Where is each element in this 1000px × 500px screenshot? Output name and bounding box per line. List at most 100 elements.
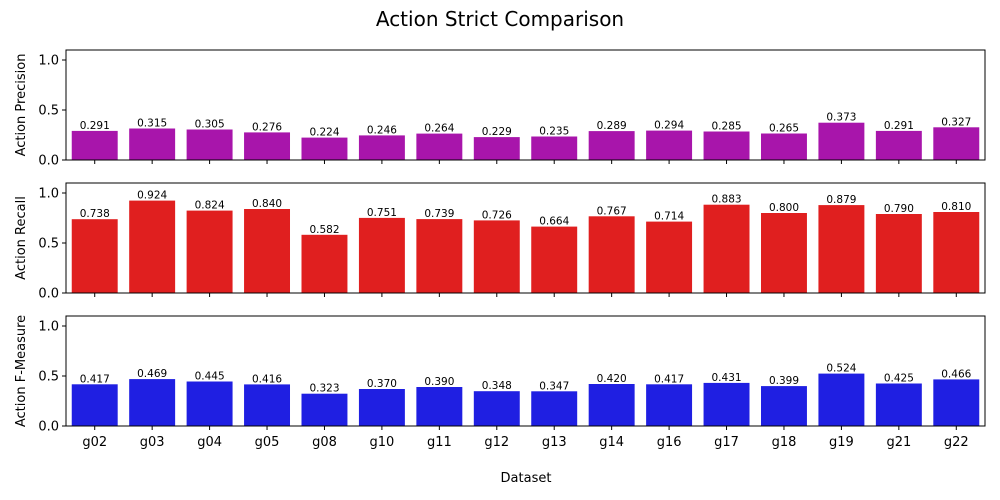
data-label: 0.323 bbox=[309, 383, 339, 395]
x-tick-label: g14 bbox=[599, 435, 624, 450]
bar bbox=[933, 379, 980, 426]
data-label: 0.347 bbox=[539, 380, 569, 392]
data-label: 0.840 bbox=[252, 198, 282, 210]
data-label: 0.800 bbox=[769, 202, 799, 214]
data-label: 0.767 bbox=[597, 205, 627, 217]
data-label: 0.738 bbox=[80, 208, 110, 220]
x-axis-label: Dataset bbox=[501, 471, 552, 486]
x-tick-label: g21 bbox=[886, 435, 911, 450]
panel-1: 0.291 0.315 0.305 0.276 0.224 0.246 0.264 0.229… bbox=[14, 49, 986, 169]
data-label: 0.469 bbox=[137, 368, 167, 380]
x-tick-label: g13 bbox=[542, 435, 567, 450]
data-label: 0.664 bbox=[539, 216, 569, 228]
data-label: 0.714 bbox=[654, 211, 684, 223]
bar bbox=[933, 212, 980, 293]
bar bbox=[244, 384, 291, 426]
data-label: 0.373 bbox=[826, 112, 856, 124]
x-tick-label: g11 bbox=[427, 435, 452, 450]
bar bbox=[875, 383, 922, 426]
y-tick-label: 0.0 bbox=[38, 287, 59, 302]
data-label: 0.445 bbox=[195, 371, 225, 383]
bar bbox=[71, 130, 118, 160]
data-label: 0.417 bbox=[80, 373, 110, 385]
bar bbox=[129, 128, 176, 160]
data-label: 0.810 bbox=[941, 201, 971, 213]
data-label: 0.276 bbox=[252, 121, 282, 133]
data-label: 0.879 bbox=[826, 194, 856, 206]
y-axis-label: Action F-Measure bbox=[14, 315, 29, 427]
x-tick-label: g04 bbox=[197, 435, 222, 450]
bar bbox=[129, 379, 176, 426]
bar bbox=[244, 132, 291, 160]
chart-title: Action Strict Comparison bbox=[376, 7, 624, 31]
data-label: 0.582 bbox=[309, 224, 339, 236]
x-tick-label: g16 bbox=[657, 435, 682, 450]
data-label: 0.739 bbox=[424, 208, 454, 220]
y-tick-label: 0.5 bbox=[38, 104, 59, 119]
bar bbox=[301, 137, 348, 160]
data-label: 0.399 bbox=[769, 375, 799, 387]
data-label: 0.294 bbox=[654, 120, 684, 132]
data-label: 0.348 bbox=[482, 380, 512, 392]
x-tick-label: g02 bbox=[82, 435, 107, 450]
data-label: 0.883 bbox=[712, 194, 742, 206]
bar bbox=[301, 393, 348, 426]
data-label: 0.235 bbox=[539, 126, 569, 138]
axes-frame bbox=[65, 315, 986, 427]
bar bbox=[358, 389, 405, 426]
data-label: 0.229 bbox=[482, 126, 512, 138]
data-label: 0.790 bbox=[884, 203, 914, 215]
bar bbox=[646, 384, 693, 426]
data-label: 0.224 bbox=[309, 127, 339, 139]
data-label: 0.246 bbox=[367, 124, 397, 136]
data-label: 0.289 bbox=[597, 120, 627, 132]
bar bbox=[244, 209, 291, 293]
bar bbox=[473, 391, 520, 426]
bar bbox=[531, 136, 578, 160]
y-tick-label: 0.0 bbox=[38, 420, 59, 435]
data-label: 0.291 bbox=[80, 120, 110, 132]
y-tick-label: 1.0 bbox=[38, 54, 59, 69]
data-label: 0.416 bbox=[252, 373, 282, 385]
y-tick-label: 0.0 bbox=[38, 154, 59, 169]
panel-3: 0.417 0.469 0.445 0.416 0.323 0.370 0.390 0.348… bbox=[14, 315, 986, 450]
bar bbox=[703, 204, 750, 293]
x-tick-label: g17 bbox=[714, 435, 739, 450]
bar bbox=[875, 214, 922, 293]
bar bbox=[646, 221, 693, 293]
bar bbox=[301, 234, 348, 293]
y-axis-label: Action Recall bbox=[14, 196, 29, 280]
bar bbox=[703, 382, 750, 426]
bar bbox=[531, 391, 578, 426]
data-label: 0.824 bbox=[195, 200, 225, 212]
bar bbox=[933, 127, 980, 160]
data-label: 0.420 bbox=[597, 373, 627, 385]
bar bbox=[71, 219, 118, 293]
axes-frame bbox=[65, 182, 986, 294]
x-tick-label: g03 bbox=[140, 435, 165, 450]
x-tick-label: g10 bbox=[370, 435, 395, 450]
panels: 0.291 0.315 0.305 0.276 0.224 0.246 0.264 0.229… bbox=[14, 49, 986, 450]
bar bbox=[358, 135, 405, 160]
data-label: 0.390 bbox=[424, 376, 454, 388]
data-label: 0.370 bbox=[367, 378, 397, 390]
data-label: 0.315 bbox=[137, 118, 167, 130]
bar bbox=[416, 133, 463, 160]
data-label: 0.425 bbox=[884, 373, 914, 385]
y-tick-label: 0.5 bbox=[38, 370, 59, 385]
x-tick-label: g22 bbox=[944, 435, 969, 450]
bar bbox=[416, 387, 463, 426]
data-label: 0.466 bbox=[941, 368, 971, 380]
data-label: 0.285 bbox=[712, 121, 742, 133]
bar bbox=[646, 130, 693, 160]
data-label: 0.327 bbox=[941, 116, 971, 128]
y-tick-label: 1.0 bbox=[38, 187, 59, 202]
y-tick-label: 1.0 bbox=[38, 320, 59, 335]
bar bbox=[588, 384, 635, 426]
x-tick-label: g05 bbox=[255, 435, 280, 450]
bar bbox=[818, 205, 865, 293]
x-tick-label: g08 bbox=[312, 435, 337, 450]
bar bbox=[588, 216, 635, 293]
data-label: 0.305 bbox=[195, 119, 225, 131]
